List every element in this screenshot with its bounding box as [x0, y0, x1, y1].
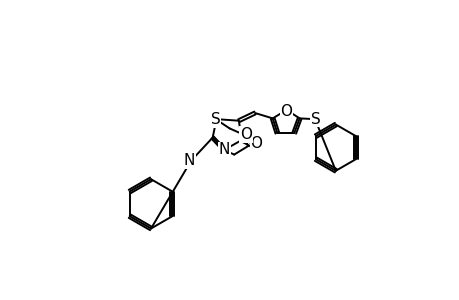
Text: S: S [310, 112, 320, 127]
Text: N: N [218, 142, 230, 158]
Text: S: S [210, 112, 220, 128]
Text: O: O [239, 127, 251, 142]
Text: N: N [184, 153, 195, 168]
Text: O: O [280, 104, 292, 119]
Text: O: O [250, 136, 262, 151]
